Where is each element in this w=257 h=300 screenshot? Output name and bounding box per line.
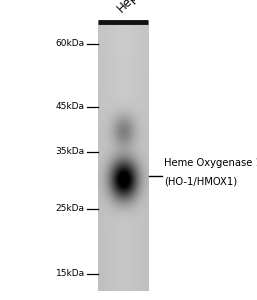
Text: (HO-1/HMOX1): (HO-1/HMOX1) [164,177,238,187]
Text: 60kDa: 60kDa [56,39,85,48]
Text: 35kDa: 35kDa [56,147,85,156]
Text: 45kDa: 45kDa [56,102,85,111]
Text: HepG2: HepG2 [115,0,152,15]
Text: 15kDa: 15kDa [56,269,85,278]
Text: 25kDa: 25kDa [56,204,85,213]
Text: Heme Oxygenase 1: Heme Oxygenase 1 [164,158,257,168]
